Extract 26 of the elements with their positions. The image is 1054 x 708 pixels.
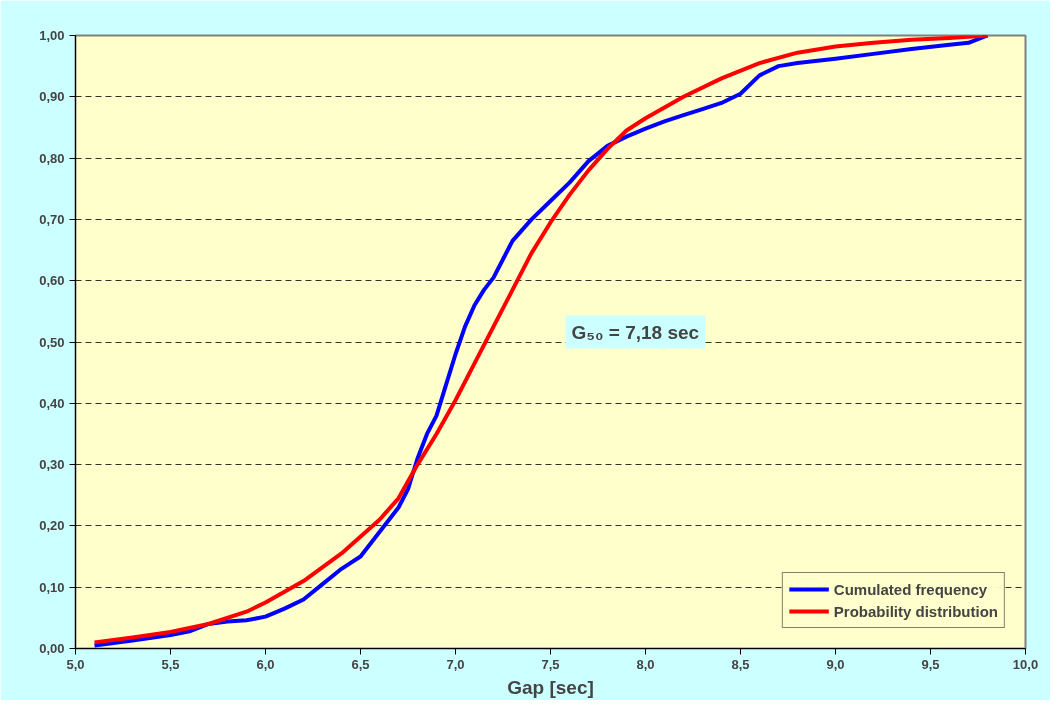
x-tick-label: 5,5	[161, 656, 180, 672]
y-tick-label: 0,30	[39, 457, 65, 473]
x-tick-label: 10,0	[1012, 656, 1039, 672]
x-tick-label: 5,0	[66, 656, 85, 672]
legend-label: Probability distribution	[833, 602, 998, 620]
y-tick-label: 0,90	[39, 89, 65, 105]
y-tick-label: 0,10	[39, 579, 65, 595]
y-tick-label: 0,70	[39, 211, 65, 227]
y-tick-label: 0,20	[39, 518, 65, 534]
x-tick-label: 8,0	[636, 656, 655, 672]
x-tick-label: 9,5	[921, 656, 940, 672]
x-tick-label: 6,5	[351, 656, 370, 672]
y-tick-label: 0,40	[39, 395, 65, 411]
x-axis-title: Gap [sec]	[507, 676, 594, 698]
annotation: G₅₀ = 7,18 sec	[571, 321, 700, 343]
y-tick-label: 0,60	[39, 273, 65, 289]
y-tick-label: 1,00	[39, 28, 65, 43]
y-tick-label: 0,00	[39, 641, 65, 656]
x-tick-label: 9,0	[826, 656, 845, 672]
y-tick-label: 0,50	[39, 334, 65, 350]
y-tick-label: 0,80	[39, 150, 65, 166]
legend-label: Cumulated frequency	[833, 580, 988, 598]
x-tick-label: 7,5	[541, 656, 560, 672]
x-tick-label: 6,0	[256, 656, 275, 672]
x-tick-label: 8,5	[731, 656, 750, 672]
x-tick-label: 7,0	[446, 656, 465, 672]
